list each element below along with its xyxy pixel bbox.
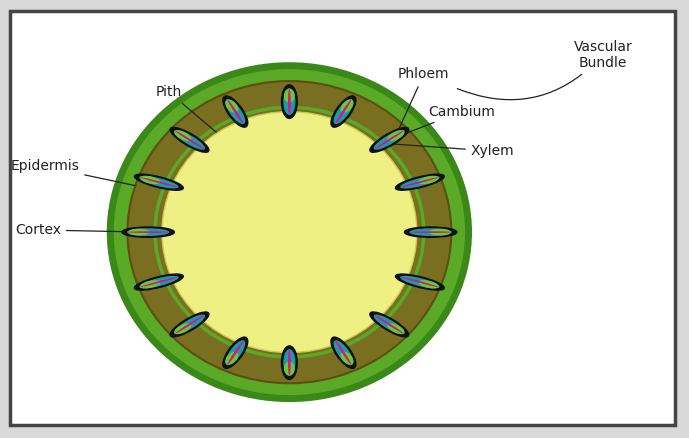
Ellipse shape (284, 362, 295, 375)
Ellipse shape (141, 277, 178, 287)
Ellipse shape (225, 352, 238, 365)
Ellipse shape (336, 100, 351, 124)
Ellipse shape (227, 341, 243, 364)
Ellipse shape (375, 315, 404, 333)
Ellipse shape (387, 130, 404, 141)
Ellipse shape (225, 99, 238, 113)
Text: Vascular
Bundle: Vascular Bundle (457, 40, 633, 100)
Ellipse shape (141, 177, 178, 187)
Ellipse shape (401, 177, 438, 187)
Ellipse shape (127, 81, 451, 383)
Ellipse shape (174, 130, 192, 141)
Ellipse shape (128, 229, 150, 236)
Ellipse shape (284, 89, 295, 102)
Ellipse shape (333, 99, 353, 124)
Ellipse shape (139, 276, 178, 288)
Ellipse shape (283, 88, 296, 115)
Ellipse shape (401, 277, 438, 287)
Ellipse shape (175, 131, 204, 149)
Ellipse shape (223, 96, 247, 127)
Ellipse shape (405, 227, 456, 237)
Text: Pith: Pith (156, 85, 280, 187)
Ellipse shape (288, 89, 291, 114)
Ellipse shape (283, 349, 296, 376)
Ellipse shape (174, 314, 205, 334)
Ellipse shape (139, 176, 178, 188)
Ellipse shape (174, 323, 192, 334)
Ellipse shape (418, 280, 439, 289)
Ellipse shape (170, 312, 209, 336)
Ellipse shape (395, 274, 444, 290)
Ellipse shape (373, 314, 405, 334)
Ellipse shape (340, 99, 353, 113)
Ellipse shape (227, 100, 243, 124)
Ellipse shape (400, 176, 440, 188)
Ellipse shape (370, 128, 409, 152)
Ellipse shape (174, 130, 205, 150)
Ellipse shape (331, 337, 356, 368)
Ellipse shape (282, 346, 297, 379)
Ellipse shape (225, 99, 245, 124)
Ellipse shape (429, 229, 451, 236)
Ellipse shape (282, 85, 297, 118)
Ellipse shape (375, 131, 404, 149)
Ellipse shape (373, 130, 405, 150)
Ellipse shape (223, 337, 247, 368)
Ellipse shape (225, 340, 245, 365)
Ellipse shape (400, 276, 440, 288)
Ellipse shape (409, 228, 452, 236)
Text: Phloem: Phloem (397, 67, 449, 133)
Ellipse shape (340, 352, 353, 365)
Ellipse shape (411, 231, 451, 233)
Ellipse shape (387, 323, 404, 334)
Ellipse shape (175, 315, 204, 333)
Ellipse shape (135, 274, 183, 290)
Ellipse shape (288, 350, 291, 375)
Ellipse shape (127, 228, 169, 236)
Ellipse shape (128, 231, 168, 233)
Ellipse shape (140, 280, 161, 289)
Text: Epidermis: Epidermis (10, 159, 135, 186)
Ellipse shape (110, 66, 469, 399)
Ellipse shape (331, 96, 356, 127)
Ellipse shape (336, 341, 351, 364)
Ellipse shape (395, 174, 444, 190)
Ellipse shape (370, 312, 409, 336)
Ellipse shape (140, 176, 161, 184)
Ellipse shape (123, 227, 174, 237)
Text: Cambium: Cambium (392, 105, 495, 139)
Ellipse shape (170, 128, 209, 152)
Text: Xylem: Xylem (387, 144, 515, 158)
Ellipse shape (418, 176, 439, 184)
Text: Cortex: Cortex (15, 223, 145, 237)
Ellipse shape (333, 340, 353, 365)
Ellipse shape (162, 112, 417, 353)
Ellipse shape (135, 174, 183, 190)
